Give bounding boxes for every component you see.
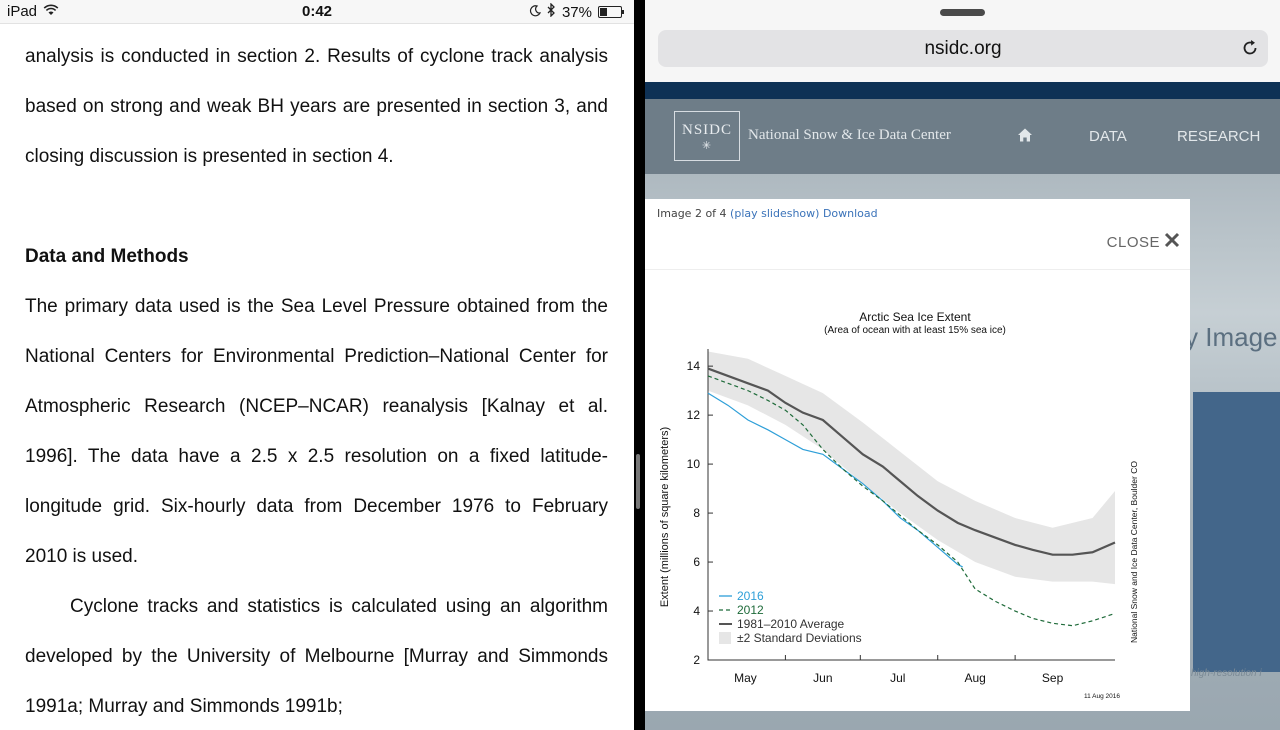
lightbox-separator [645,269,1190,270]
y-tick-label: 8 [693,506,700,520]
moon-icon [529,4,541,21]
chart-svg: Arctic Sea Ice Extent (Area of ocean wit… [659,310,1139,700]
legend-label: 2012 [737,603,764,617]
sea-ice-chart: Arctic Sea Ice Extent (Area of ocean wit… [653,307,1148,707]
legend-label: 2016 [737,589,764,603]
split-view-divider-handle[interactable] [636,454,640,509]
battery-icon [598,6,624,18]
document-body: analysis is conducted in section 2. Resu… [25,32,608,730]
device-name: iPad [7,3,38,20]
logo-text: NSIDC [681,122,732,138]
paragraph: Cyclone tracks and statistics is calcula… [25,596,608,717]
close-label: CLOSE [1106,233,1160,251]
site-header: NSIDC ✳ National Snow & Ice Data Center … [645,99,1280,174]
status-bar: iPad 0:42 37% [0,0,634,24]
std-deviation-band [708,351,1115,585]
series-line-1981-2010-average [707,367,1116,556]
lightbox-meta: Image 2 of 4 (play slideshow) Download [657,207,878,220]
url-bar[interactable]: nsidc.org [658,30,1268,67]
download-link[interactable]: Download [822,207,878,220]
reload-icon[interactable] [1240,38,1260,58]
y-tick-label: 14 [687,359,701,373]
y-tick-label: 6 [693,555,700,569]
site-name[interactable]: National Snow & Ice Data Center [748,127,951,143]
nav-data[interactable]: DATA [1089,128,1127,145]
legend-label: ±2 Standard Deviations [737,631,862,645]
battery-fill [600,8,608,16]
nav-research[interactable]: RESEARCH [1177,128,1261,145]
site-top-bar [645,82,1280,99]
wifi-icon [43,3,59,20]
url-text[interactable]: nsidc.org [924,38,1002,59]
home-icon[interactable] [1017,127,1033,143]
status-time: 0:42 [301,3,333,20]
x-tick-label: Aug [964,671,985,685]
close-button[interactable]: CLOSE [1107,232,1180,252]
y-tick-label: 10 [687,457,701,471]
chart-subtitle: (Area of ocean with at least 15% sea ice… [824,325,1006,336]
image-counter: Image 2 of 4 [657,207,727,220]
battery-percent: 37% [561,3,592,21]
chart-date-stamp: 11 Aug 2016 [1084,693,1120,700]
x-tick-label: May [734,671,757,685]
y-tick-label: 12 [687,408,701,422]
paragraph: The primary data used is the Sea Level P… [25,296,608,567]
paragraph: analysis is conducted in section 2. Resu… [25,46,608,167]
y-tick-label: 2 [693,653,700,667]
legend-swatch-std-band [719,632,731,644]
image-lightbox: Image 2 of 4 (play slideshow) Download C… [645,199,1190,711]
bluetooth-icon [547,2,556,21]
x-tick-label: Jul [890,671,905,685]
background-heading-fragment: y Image U [1185,322,1280,352]
background-caption-fragment: high-resolution i [1191,668,1262,679]
background-map-image [1193,392,1280,672]
status-left: iPad [7,3,59,20]
play-slideshow-link[interactable]: (play slideshow) [730,207,820,220]
document-pane[interactable]: iPad 0:42 37% analysis is conducted in s… [0,0,634,730]
slide-over-grabber[interactable] [940,9,985,16]
section-heading: Data and Methods [25,246,189,267]
x-tick-label: Sep [1042,671,1064,685]
snowflake-icon: ✳ [701,140,713,152]
site-logo[interactable]: NSIDC ✳ [674,111,740,161]
browser-chrome: nsidc.org [645,0,1280,82]
browser-pane[interactable]: nsidc.org NSIDC ✳ National Snow & Ice Da… [645,0,1280,730]
series-line-2016 [707,392,963,568]
website: NSIDC ✳ National Snow & Ice Data Center … [645,82,1280,730]
y-tick-label: 4 [693,604,700,618]
plot-layer: 2 4 6 8 10 12 14 May Jun Jul Aug Sep 201620121981–20… [687,349,1116,685]
x-tick-label: Jun [813,671,832,685]
y-axis-label: Extent (millions of square kilometers) [659,427,671,607]
status-right: 37% [529,2,624,21]
legend-label: 1981–2010 Average [737,617,845,631]
chart-credit: National Snow and Ice Data Center, Bould… [1129,461,1139,643]
chart-title: Arctic Sea Ice Extent [859,310,971,324]
close-icon [1164,232,1180,252]
series-line-2012 [707,375,1116,627]
